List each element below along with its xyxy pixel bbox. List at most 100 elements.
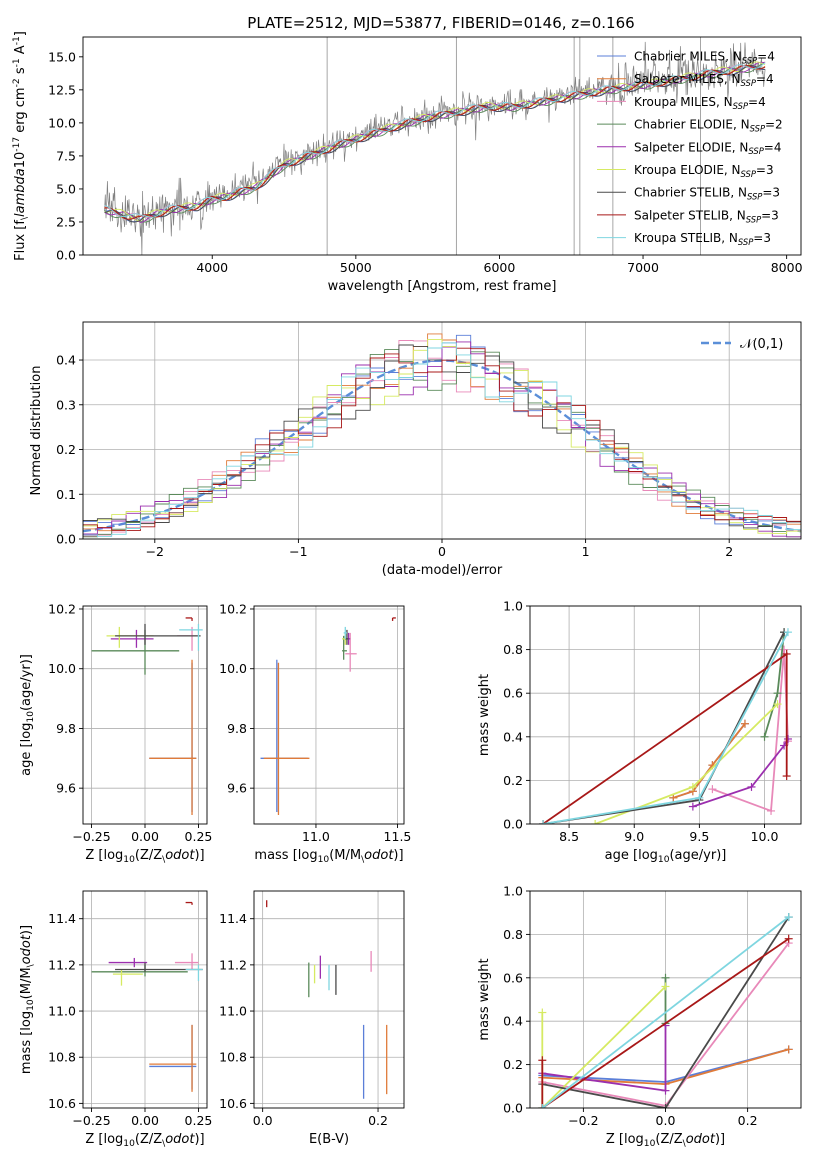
x-axis-label: wavelength [Angstrom, rest frame] [328, 279, 557, 294]
plot-area [83, 333, 801, 538]
y-tick-label: 5.0 [56, 181, 76, 196]
plot-area [260, 617, 396, 816]
legend-label: 𝒩(0,1) [740, 337, 783, 352]
legend-label: Kroupa MILES, NSSP=4 [634, 95, 766, 111]
x-tick-label: −2 [146, 544, 164, 559]
y-tick-label: 0.4 [56, 353, 76, 368]
label-part: age [log [19, 723, 34, 776]
x-tick-label: −1 [289, 544, 307, 559]
x-tick-label: 8.5 [559, 829, 579, 844]
model-fit-line [104, 62, 766, 218]
label-part: odot [364, 848, 394, 863]
label-part: \ [162, 855, 166, 865]
y-tick-label: 10.2 [48, 601, 76, 616]
label-part: -2 [12, 78, 22, 87]
label-part: Chabrier ELODIE, N [634, 118, 750, 132]
legend-label: Salpeter ELODIE, NSSP=4 [634, 140, 782, 156]
chart-age-vs-z: −0.25 0.00 0.259.69.810.010.2Z [log10(Z/Z\… [19, 601, 212, 865]
y-tick-label: 0.0 [503, 1101, 523, 1116]
label-part: =4 [748, 95, 766, 109]
x-tick-label: 6000 [484, 260, 516, 275]
label-part: mass weight [477, 674, 492, 756]
label-part: )] [194, 1132, 204, 1147]
x-tick-label: 0.2 [738, 1113, 758, 1128]
axes-frame [253, 605, 405, 825]
label-part: SSP [748, 146, 764, 156]
y-tick-label: 10.0 [48, 115, 76, 130]
label-part: (Z/Z [655, 1132, 682, 1147]
label-part: )] [715, 1132, 725, 1147]
label-part: SSP [742, 55, 758, 65]
x-axis-label: E(B-V) [309, 1132, 349, 1147]
x-tick-label: 4000 [196, 260, 228, 275]
y-tick-label: 0.2 [503, 773, 523, 788]
label-part: 10 [26, 711, 36, 723]
x-axis-label: Z [log10(Z/Z\odot)] [85, 1132, 204, 1149]
label-part: A [13, 45, 28, 58]
label-part: Kroupa MILES, N [634, 95, 733, 109]
label-part: =3 [756, 163, 774, 177]
label-part: )] [393, 848, 403, 863]
x-tick-label: 11.0 [302, 829, 330, 844]
y-axis-label: mass weight [477, 958, 492, 1040]
model-fit-line [104, 61, 766, 222]
label-part: Salpeter STELIB, N [634, 208, 746, 222]
x-tick-label: 9.0 [624, 829, 644, 844]
label-part: SSP [750, 123, 766, 133]
label-part: =3 [762, 186, 780, 200]
mass-weight-line [542, 916, 790, 1108]
y-axis-label: mass [log10(M/M\odot)] [19, 925, 36, 1074]
label-part: (M/M [19, 967, 34, 999]
y-tick-label: 15.0 [48, 49, 76, 64]
y-axis-label: Normed distribution [29, 366, 44, 496]
y-tick-label: 0.2 [503, 1057, 523, 1072]
mass-weight-line [541, 937, 790, 1108]
label-part: Kroupa ELODIE, N [634, 163, 741, 177]
mass-weight-line [541, 985, 667, 1108]
plot-area [538, 913, 793, 1108]
label-part: SSP [747, 192, 763, 202]
label-part: 10 [658, 855, 670, 865]
x-tick-label: −0.25 [72, 1113, 110, 1128]
label-part: SSP [741, 78, 757, 88]
y-tick-label: 11.4 [48, 911, 76, 926]
legend-label: Kroupa ELODIE, NSSP=3 [634, 163, 774, 179]
label-part: \ [26, 963, 36, 967]
label-part: (Z/Z [135, 1132, 162, 1147]
label-part: =4 [756, 72, 774, 86]
label-part: (M/M [329, 848, 361, 863]
y-tick-label: 0.4 [503, 1014, 523, 1029]
y-tick-label: 0.0 [503, 817, 523, 832]
label-part: 𝒩(0,1) [740, 337, 783, 352]
y-tick-label: 0.6 [503, 686, 523, 701]
label-part: odot [19, 934, 34, 964]
y-tick-label: 0.4 [503, 729, 523, 744]
label-part: Flux [f [13, 220, 28, 261]
label-part: \ [683, 1139, 687, 1149]
label-part: Chabrier STELIB, N [634, 186, 747, 200]
label-part: )] [194, 848, 204, 863]
y-tick-label: 0.8 [503, 927, 523, 942]
y-tick-label: 9.6 [56, 781, 76, 796]
figure-title: PLATE=2512, MJD=53877, FIBERID=0146, z=0… [247, 14, 634, 32]
label-part: SSP [733, 101, 749, 111]
y-tick-label: 11.2 [219, 957, 247, 972]
axes-frame [253, 890, 405, 1109]
residual-histogram [83, 349, 801, 538]
label-part: Kroupa STELIB, N [634, 231, 738, 245]
y-tick-label: 12.5 [48, 82, 76, 97]
x-axis-label: Z [log10(Z/Z\odot)] [606, 1132, 725, 1149]
y-axis-label: mass weight [477, 674, 492, 756]
x-tick-label: 2 [725, 544, 733, 559]
label-part: mass [log [19, 1011, 34, 1074]
x-tick-label: 0.25 [185, 829, 213, 844]
chart-age-vs-mass: 11.0 11.5 9.6 9.8 10.0 10.2 mass [log10(M/M\od… [219, 601, 411, 865]
y-tick-label: 1.0 [503, 599, 523, 614]
label-part: (data-model)/error [382, 563, 503, 578]
y-tick-label: 10.0 [48, 661, 76, 676]
label-part: Salpeter ELODIE, N [634, 140, 748, 154]
residual-histogram [83, 342, 801, 537]
label-part: wavelength [Angstrom, rest frame] [328, 279, 557, 294]
